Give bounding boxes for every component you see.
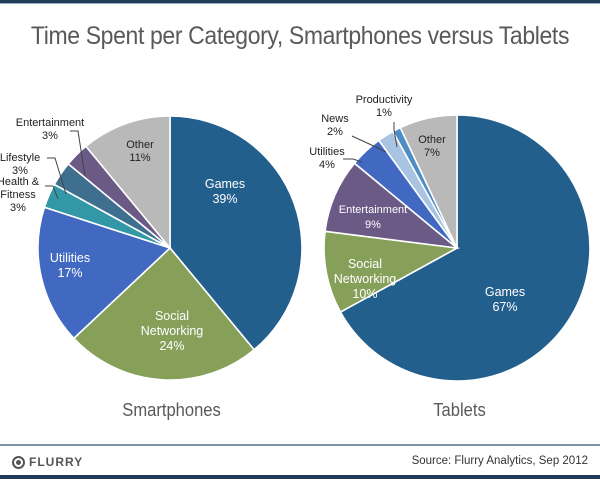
pie-slice-games xyxy=(169,115,303,351)
slice-value: 3% xyxy=(42,130,58,142)
slice-value: 67% xyxy=(492,300,517,314)
slice-label: Lifestyle 3% xyxy=(0,152,40,177)
slice-label: Health & Fitness 3% xyxy=(0,176,40,214)
pie-title-smartphones: Smartphones xyxy=(122,400,221,420)
slice-name: Fitness xyxy=(0,189,36,201)
leader-line xyxy=(393,122,398,148)
slice-value: 3% xyxy=(10,202,26,214)
slice-value: 3% xyxy=(12,165,28,177)
slice-label: Entertainment 3% xyxy=(16,117,84,142)
footer-divider xyxy=(0,444,600,446)
top-border-highlight xyxy=(0,3,600,4)
slice-name: Productivity xyxy=(356,94,413,106)
pie-slice-games xyxy=(339,114,591,382)
slice-label: Games 67% xyxy=(485,285,525,314)
leader-line xyxy=(47,157,67,195)
slice-name: Networking xyxy=(141,324,204,338)
slice-name: Games xyxy=(205,177,245,191)
slice-name: Other xyxy=(418,134,446,146)
slice-name: Entertainment xyxy=(16,117,84,129)
pie-slice-utilities xyxy=(37,206,172,340)
slice-name: Utilities xyxy=(309,146,345,158)
leader-line xyxy=(351,135,387,153)
slice-value: 2% xyxy=(327,126,343,138)
slice-name: Utilities xyxy=(50,251,90,265)
slice-label: Utilities 17% xyxy=(50,251,90,280)
slice-value: 4% xyxy=(319,159,335,171)
slice-name: Lifestyle xyxy=(0,152,40,164)
slice-label: News 2% xyxy=(321,113,349,138)
slice-name: Networking xyxy=(334,272,397,286)
bottom-border xyxy=(0,475,600,479)
slice-label: Entertainment 9% xyxy=(339,204,407,231)
slice-label: Social Networking 10% xyxy=(334,257,397,301)
pie-slice-social-networking xyxy=(323,230,460,314)
flurry-logo-icon xyxy=(12,455,25,469)
slice-value: 10% xyxy=(352,287,377,301)
source-note: Source: Flurry Analytics, Sep 2012 xyxy=(411,455,588,467)
pie-slice-social-networking xyxy=(72,246,256,381)
slice-value: 17% xyxy=(57,266,82,280)
slice-label: Productivity 1% xyxy=(356,94,413,119)
slice-name: Social xyxy=(348,257,382,271)
pie-charts: Games 39%Social Networking 24%Utilities 17%H… xyxy=(0,94,591,382)
slice-name: Games xyxy=(485,285,525,299)
slice-name: Other xyxy=(126,139,154,151)
slice-label: Social Networking 24% xyxy=(141,309,204,353)
slice-name: Health & xyxy=(0,176,40,188)
pie-slice-other xyxy=(84,115,171,251)
pie-slice-other xyxy=(399,114,458,249)
slice-value: 9% xyxy=(365,219,381,231)
flurry-logo-text: FLURRY xyxy=(29,455,84,469)
flurry-logo: FLURRY xyxy=(12,455,83,469)
leader-line xyxy=(45,185,59,200)
chart-title: Time Spent per Category, Smartphones ver… xyxy=(30,22,570,50)
slice-label: Games 39% xyxy=(205,177,245,206)
slice-value: 7% xyxy=(424,147,440,159)
slice-value: 39% xyxy=(212,192,237,206)
slice-label: Utilities 4% xyxy=(309,146,345,171)
pie-tablets: Games 67% Social Networking 10% Entertainment… xyxy=(309,94,591,382)
slice-name: Entertainment xyxy=(339,204,407,216)
slice-value: 1% xyxy=(376,107,392,119)
slice-value: 11% xyxy=(129,152,150,164)
leader-line xyxy=(70,130,86,177)
slice-label: Other 7% xyxy=(418,134,446,159)
pie-title-tablets: Tablets xyxy=(433,400,486,420)
top-border xyxy=(0,0,600,3)
slice-value: 24% xyxy=(159,339,184,353)
leader-line xyxy=(343,158,363,163)
pie-smartphones: Games 39% Social Networking 24% Utilities 17% H… xyxy=(0,115,303,381)
slice-label: Other 11% xyxy=(126,139,154,164)
slice-name: Social xyxy=(155,309,189,323)
slice-name: News xyxy=(321,113,349,125)
